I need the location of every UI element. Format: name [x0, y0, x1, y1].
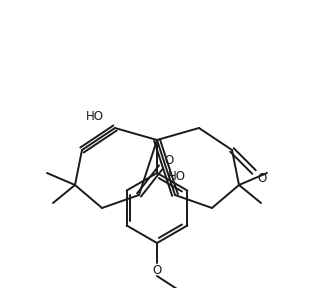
Text: O: O [257, 171, 267, 185]
Text: HO: HO [168, 170, 186, 183]
Text: O: O [164, 154, 174, 166]
Text: HO: HO [86, 109, 104, 122]
Text: O: O [152, 264, 162, 276]
